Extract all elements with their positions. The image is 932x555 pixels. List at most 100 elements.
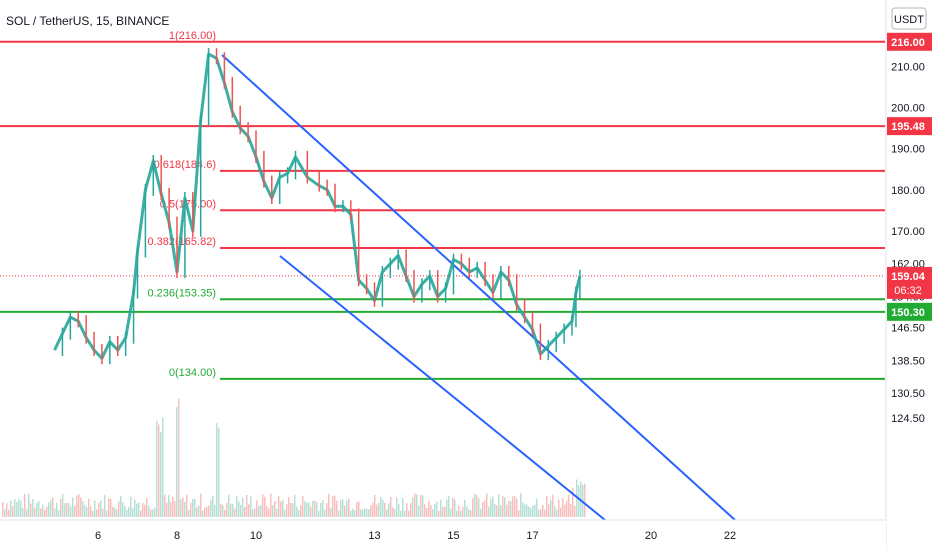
time-tick-label: 20 xyxy=(645,530,657,542)
volume-bar xyxy=(518,510,520,517)
volume-bar xyxy=(370,505,372,517)
volume-bar xyxy=(538,509,540,517)
time-axis-background xyxy=(0,520,886,550)
volume-bar xyxy=(470,510,472,517)
volume-bar xyxy=(126,509,128,517)
time-axis[interactable]: 6 8 10 13 15 17 20 22 xyxy=(0,519,886,550)
volume-bar xyxy=(70,506,72,517)
fib-retracement[interactable]: 1(216.00)0.618(184.6)0.5(175.00)0.382(16… xyxy=(148,30,886,380)
price-tick-label: 170.00 xyxy=(891,226,925,238)
volume-bar xyxy=(150,509,152,517)
price-level-badge[interactable] xyxy=(887,302,932,321)
volume-bar xyxy=(286,504,288,517)
volume-bar xyxy=(46,506,48,517)
channel-lower-line[interactable] xyxy=(279,255,606,521)
price-level-badge[interactable] xyxy=(887,117,932,136)
volume-bar xyxy=(128,506,130,517)
volume-bar xyxy=(430,504,432,517)
volume-bar xyxy=(136,503,138,517)
volume-bar xyxy=(556,509,558,517)
volume-bar xyxy=(472,498,474,517)
volume-bar xyxy=(102,508,104,517)
volume-bar xyxy=(324,509,326,517)
current-price-badge[interactable] xyxy=(887,266,932,299)
volume-bar xyxy=(568,494,570,517)
volume-bar xyxy=(166,502,168,517)
volume-bar xyxy=(124,505,126,517)
volume-bar xyxy=(458,505,460,517)
volume-bar xyxy=(554,506,556,517)
volume-bar xyxy=(246,495,248,517)
volume-bar xyxy=(188,510,190,517)
price-axis[interactable]: 210.00200.00190.00180.00170.00162.00154.… xyxy=(885,0,932,550)
volume-bar xyxy=(272,504,274,517)
volume-bar xyxy=(62,493,64,517)
volume-bar xyxy=(364,508,366,517)
volume-bar xyxy=(202,510,204,517)
volume-bar xyxy=(356,502,358,517)
volume-bar xyxy=(326,503,328,517)
volume-bar xyxy=(20,500,22,517)
volume-bar xyxy=(418,505,420,517)
volume-bar xyxy=(476,495,478,517)
volume-bar xyxy=(382,499,384,517)
volume-bar xyxy=(528,506,530,517)
volume-bar xyxy=(222,505,224,517)
currency-button[interactable] xyxy=(891,7,927,30)
volume-bar xyxy=(66,503,68,517)
volume-bar xyxy=(584,483,586,517)
volume-bar xyxy=(164,494,166,517)
volume-bar xyxy=(478,498,480,517)
horizontal-levels[interactable] xyxy=(0,40,885,313)
volume-bar xyxy=(44,509,46,517)
volume-bar xyxy=(200,493,202,517)
volume-bar xyxy=(526,504,528,517)
volume-bar xyxy=(156,420,158,517)
price-tick-label: 210.00 xyxy=(891,61,925,73)
volume-bar xyxy=(362,509,364,517)
volume-bar xyxy=(336,500,338,517)
volume-bar xyxy=(420,494,422,517)
volume-bar xyxy=(480,508,482,517)
volume-bar xyxy=(328,493,330,517)
price-level-badge-label: 195.48 xyxy=(891,121,925,133)
volume-bar xyxy=(204,507,206,517)
channel-upper-line[interactable] xyxy=(221,54,736,521)
volume-bar xyxy=(348,498,350,517)
fib-level-label: 0.382(165.82) xyxy=(148,236,217,248)
trend-channel[interactable] xyxy=(221,54,736,521)
volume-bar xyxy=(550,499,552,517)
volume-bar xyxy=(144,504,146,517)
bar-countdown-label: 06:32 xyxy=(894,285,922,297)
volume-bar xyxy=(34,507,36,517)
volume-bar xyxy=(536,498,538,517)
volume-bar xyxy=(450,508,452,517)
volume-bar xyxy=(270,493,272,517)
volume-bar xyxy=(308,502,310,517)
volume-bar xyxy=(496,505,498,517)
volume-bar xyxy=(354,509,356,517)
volume-bar xyxy=(242,497,244,517)
volume-bar xyxy=(116,509,118,517)
volume-bar xyxy=(228,494,230,517)
volume-bar xyxy=(10,500,12,517)
price-tick-label: 146.50 xyxy=(891,322,925,334)
volume-bar xyxy=(290,502,292,517)
volume-bar xyxy=(100,500,102,517)
volume-bar xyxy=(514,495,516,517)
price-tick-label: 138.50 xyxy=(891,355,925,367)
price-level-badge[interactable] xyxy=(887,32,932,51)
volume-bar xyxy=(444,506,446,517)
volume-bar xyxy=(238,501,240,517)
volume-bar xyxy=(172,496,174,517)
volume-bar xyxy=(168,495,170,517)
volume-layer xyxy=(2,398,586,517)
volume-bar xyxy=(80,497,82,517)
volume-bar xyxy=(224,509,226,517)
volume-bar xyxy=(522,502,524,517)
volume-bar xyxy=(456,510,458,517)
volume-bar xyxy=(498,493,500,517)
volume-bar xyxy=(138,502,140,517)
volume-bar xyxy=(512,496,514,517)
